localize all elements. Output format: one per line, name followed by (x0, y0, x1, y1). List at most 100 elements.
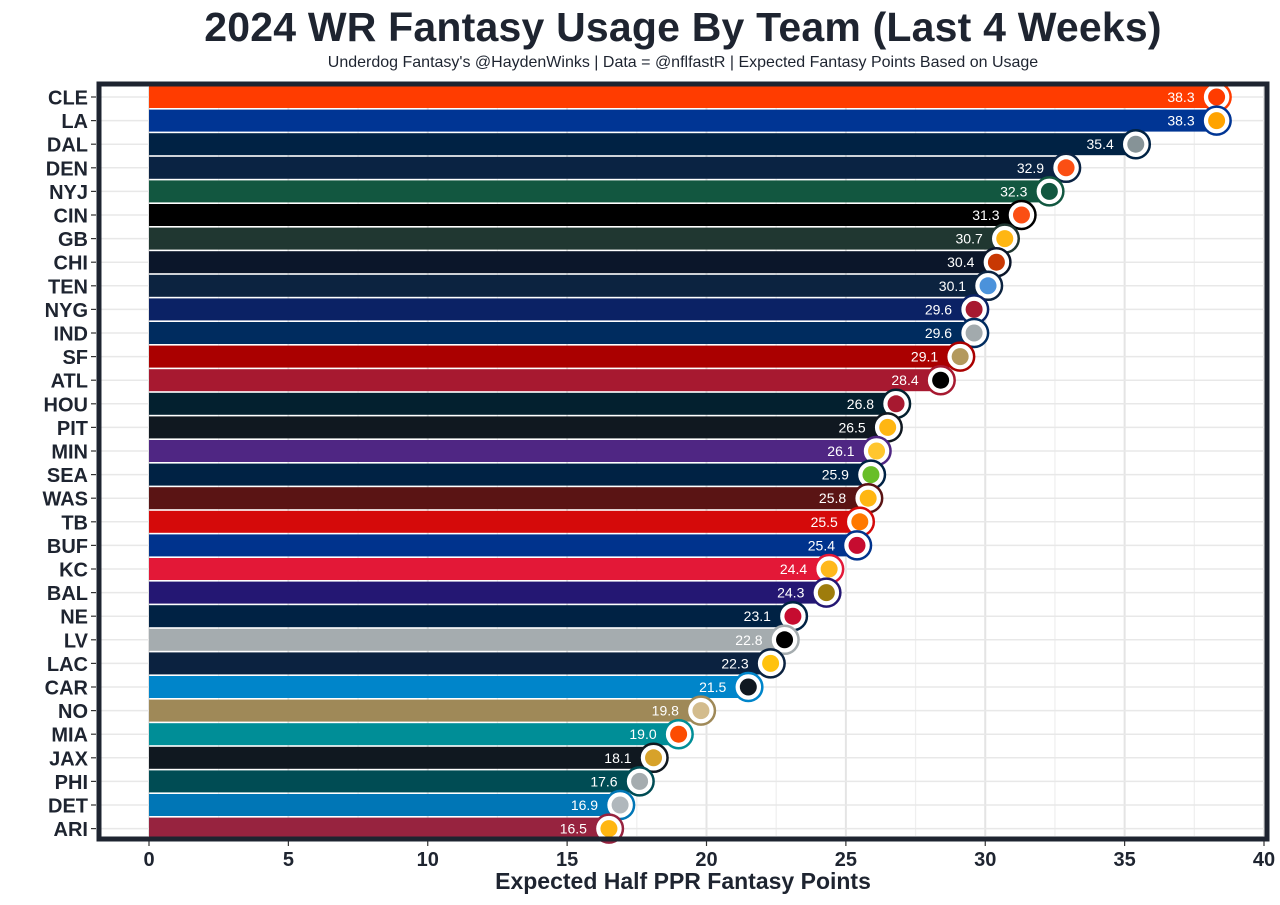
bar-kc (149, 558, 830, 580)
x-tick-labels: 0 5 10 15 20 25 30 35 40 (143, 841, 1275, 871)
team-label-jax: JAX (49, 748, 89, 770)
bar-hou (149, 392, 897, 415)
team-logo-buf-icon (841, 530, 873, 561)
logo-center (820, 560, 838, 578)
team-logo-phi-icon (624, 766, 655, 797)
team-label-sea: SEA (47, 465, 88, 487)
value-label: 28.4 (891, 372, 918, 388)
logo-center (859, 489, 877, 507)
bar-lac (149, 652, 771, 675)
logo-center (776, 631, 794, 649)
logo-center (1057, 159, 1075, 177)
value-label: 24.3 (777, 585, 804, 601)
bar-ari (149, 817, 609, 840)
bar-tb (149, 510, 860, 533)
x-tick-label: 40 (1253, 849, 1275, 871)
value-label: 31.3 (972, 207, 999, 223)
team-label-nyg: NYG (45, 300, 88, 322)
value-label: 25.8 (819, 490, 846, 506)
logo-center (887, 395, 905, 413)
x-tick-label: 30 (974, 849, 996, 871)
value-label: 16.5 (560, 821, 587, 837)
value-label: 26.1 (827, 443, 854, 459)
value-label: 24.4 (780, 561, 807, 577)
logo-center (1208, 88, 1226, 106)
team-label-dal: DAL (47, 135, 88, 157)
value-label: 21.5 (699, 679, 726, 695)
logo-center (965, 300, 983, 318)
logo-center (848, 536, 866, 554)
logo-center (1012, 206, 1030, 224)
x-tick-label: 25 (835, 849, 857, 871)
logo-center (851, 513, 869, 531)
team-label-cin: CIN (54, 206, 88, 228)
logo-center (600, 820, 618, 838)
team-logo-ne-icon (777, 600, 809, 632)
team-label-ne: NE (60, 607, 88, 629)
logo-center (987, 253, 1005, 271)
bar-lv (149, 628, 785, 651)
team-logo-car-icon (733, 671, 764, 703)
team-label-ind: IND (54, 324, 88, 346)
logo-center (965, 324, 983, 342)
team-label-hou: HOU (44, 394, 88, 416)
team-label-nyj: NYJ (49, 182, 88, 204)
logo-center (762, 654, 780, 672)
team-label-lv: LV (64, 630, 89, 652)
team-label-mia: MIA (51, 725, 88, 747)
logo-center (611, 796, 629, 814)
bar-nyj (149, 180, 1050, 203)
x-tick-label: 35 (1114, 849, 1136, 871)
team-logo-kc-icon (813, 553, 845, 585)
bar-mia (149, 723, 679, 746)
value-label: 29.6 (925, 301, 952, 317)
x-tick-label: 15 (556, 849, 578, 871)
team-logo-sf-icon (944, 341, 976, 372)
team-logo-nyj-icon (1034, 176, 1065, 207)
team-logo-ind-icon (958, 317, 990, 349)
team-logo-atl-icon (925, 364, 956, 396)
bar-pit (149, 416, 888, 439)
bar-sf (149, 345, 961, 368)
logo-center (1040, 182, 1058, 200)
value-label: 19.8 (652, 703, 679, 719)
bar-bal (149, 581, 827, 604)
team-logo-ari-icon (593, 813, 625, 844)
team-label-sf: SF (62, 347, 88, 369)
value-label: 22.3 (721, 655, 748, 671)
bar-cle (149, 86, 1217, 108)
logo-center (951, 348, 969, 366)
bar-phi (149, 770, 640, 793)
team-logo-bal-icon (811, 577, 842, 608)
team-label-ten: TEN (48, 276, 88, 298)
value-label: 32.9 (1017, 160, 1044, 176)
chart-subtitle: Underdog Fantasy's @HaydenWinks | Data =… (327, 54, 1039, 71)
value-label: 25.4 (808, 537, 835, 553)
value-label: 32.3 (1000, 183, 1027, 199)
value-label: 17.6 (590, 773, 617, 789)
value-label: 26.8 (847, 396, 874, 412)
bar-no (149, 699, 701, 722)
bar-gb (149, 227, 1005, 250)
bar-ind (149, 322, 975, 344)
logo-center (996, 230, 1014, 248)
logo-center (645, 749, 663, 767)
team-logo-nyg-icon (958, 294, 990, 325)
logo-center (817, 584, 835, 602)
logo-center (868, 442, 886, 460)
bar-nyg (149, 298, 975, 321)
team-label-la: LA (61, 111, 88, 133)
value-label: 38.3 (1167, 113, 1194, 129)
team-logo-was-icon (852, 482, 884, 514)
logo-center (784, 607, 802, 625)
value-label: 29.1 (911, 349, 938, 365)
team-logo-den-icon (1050, 152, 1082, 184)
value-labels: 38.3 38.3 35.4 32.9 32.331.3 30.7 30.4 30.1 29.6… (560, 89, 1195, 837)
bar-sea (149, 463, 871, 486)
value-label: 35.4 (1087, 136, 1114, 152)
logo-center (739, 678, 757, 696)
team-label-det: DET (48, 796, 88, 818)
bar-la (149, 109, 1217, 132)
bars (149, 86, 1217, 840)
bar-car (149, 676, 749, 698)
